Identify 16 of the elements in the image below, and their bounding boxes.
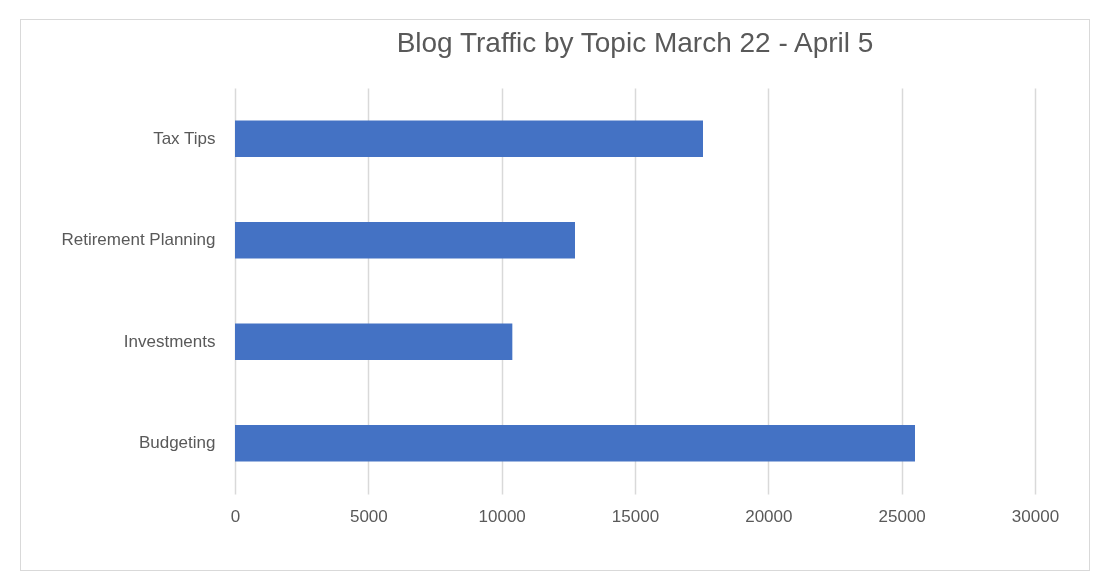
bar bbox=[235, 323, 513, 361]
chart-title: Blog Traffic by Topic March 22 - April 5 bbox=[396, 27, 874, 58]
bar bbox=[235, 424, 915, 462]
x-tick-label: 15000 bbox=[611, 506, 660, 526]
x-tick-label: 20000 bbox=[745, 506, 793, 526]
x-tick-label: 25000 bbox=[878, 506, 926, 526]
x-tick-label: 0 bbox=[230, 506, 241, 526]
y-tick-label: Budgeting bbox=[138, 433, 216, 453]
x-tick-label: 10000 bbox=[478, 506, 526, 526]
x-tick-label: 5000 bbox=[349, 506, 388, 526]
y-tick-label: Retirement Planning bbox=[61, 230, 216, 250]
bar bbox=[235, 120, 703, 158]
y-tick-label: Investments bbox=[123, 331, 216, 351]
x-tick-label: 30000 bbox=[1011, 506, 1060, 526]
bar bbox=[235, 221, 575, 259]
y-tick-label: Tax Tips bbox=[153, 128, 216, 148]
